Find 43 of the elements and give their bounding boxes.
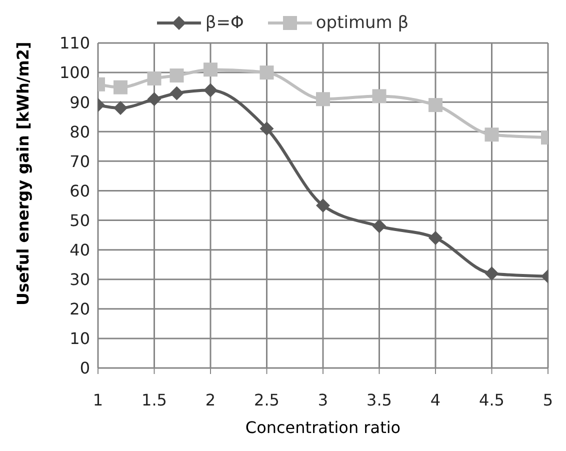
point xyxy=(372,89,386,104)
y-tick-label: 10 xyxy=(70,329,90,348)
y-tick-label: 110 xyxy=(59,34,90,53)
point xyxy=(316,198,330,212)
point xyxy=(170,86,184,100)
point xyxy=(147,71,162,86)
point xyxy=(204,62,218,77)
point xyxy=(484,266,499,280)
point xyxy=(484,128,499,142)
x-tick-label: 2 xyxy=(205,390,216,410)
x-axis-title: Concentration ratio xyxy=(245,418,401,437)
point xyxy=(170,68,184,82)
x-tick-label: 1.5 xyxy=(142,390,167,410)
y-tick-label: 30 xyxy=(70,270,90,290)
x-tick-label: 3.5 xyxy=(366,390,392,410)
x-tick-label: 3 xyxy=(318,390,328,410)
point xyxy=(260,66,274,80)
point xyxy=(114,101,128,115)
point xyxy=(428,231,442,245)
y-tick-label: 80 xyxy=(70,122,90,142)
point xyxy=(147,92,162,106)
y-tick-label: 90 xyxy=(70,92,90,112)
point xyxy=(204,83,218,98)
x-tick-label: 4 xyxy=(430,390,441,410)
point xyxy=(372,219,386,234)
y-tick-label: 40 xyxy=(70,240,90,260)
point xyxy=(260,122,274,136)
y-tick-label: 0 xyxy=(80,358,90,378)
y-tick-label: 20 xyxy=(70,300,90,319)
point xyxy=(316,92,330,106)
y-axis-title: Useful energy gain [kWh/m2] xyxy=(14,42,33,306)
point xyxy=(114,80,128,94)
y-tick-label: 100 xyxy=(59,63,90,82)
x-tick-label: 2.5 xyxy=(254,390,280,410)
legend-label: β=Φ xyxy=(205,13,244,33)
x-tick-label: 5 xyxy=(542,390,554,410)
point xyxy=(428,98,442,112)
y-tick-label: 60 xyxy=(70,181,90,200)
x-tick-label: 4.5 xyxy=(479,390,504,410)
y-tick-label: 50 xyxy=(70,210,90,230)
legend-label: optimum β xyxy=(316,13,409,33)
x-tick-label: 1 xyxy=(92,390,104,410)
y-tick-label: 70 xyxy=(70,152,90,171)
